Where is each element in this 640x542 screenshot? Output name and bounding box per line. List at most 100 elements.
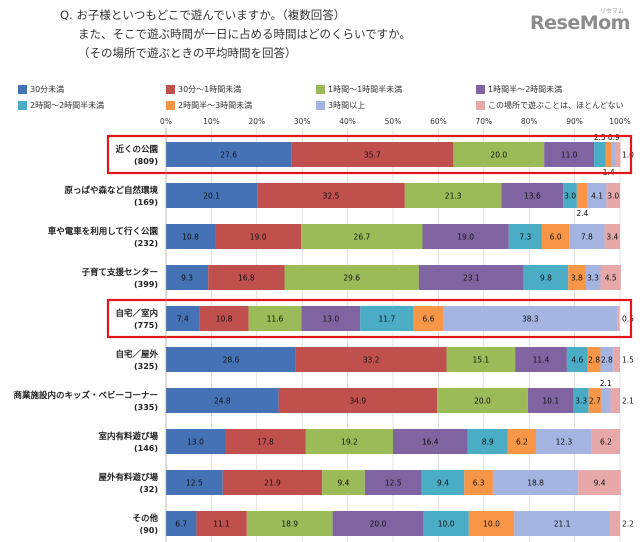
bar-segment xyxy=(578,470,621,495)
bar-segment xyxy=(437,388,528,413)
bar-segment xyxy=(544,142,595,167)
question-text: Q. お子様といつもどこで遊んでいますか。（複数回答） また、そこで遊ぶ時間が一… xyxy=(60,6,530,63)
data-label: 4.5 xyxy=(605,274,617,283)
bar-segment xyxy=(248,306,302,331)
data-label: 11.4 xyxy=(533,356,550,365)
data-label: 2.2 xyxy=(622,520,634,529)
data-label: 19.2 xyxy=(341,438,358,447)
legend-swatch xyxy=(18,85,27,94)
bar-segment xyxy=(295,347,447,372)
bar-segment xyxy=(527,388,574,413)
bar-segment xyxy=(301,306,361,331)
data-label: 2.7 xyxy=(589,397,601,406)
x-tick-label: 80% xyxy=(521,117,538,126)
data-label: 10.8 xyxy=(182,233,199,242)
data-label: 3.8 xyxy=(571,274,583,283)
data-label: 6.3 xyxy=(473,479,485,488)
data-label: 26.7 xyxy=(354,233,371,242)
bar-segment xyxy=(291,142,454,167)
bar-segment xyxy=(278,388,438,413)
data-label: 2.4 xyxy=(576,209,588,218)
bar-segment xyxy=(563,183,577,208)
bar-segment xyxy=(166,429,226,454)
resemom-logo: ReseMom xyxy=(530,12,630,34)
x-tick-label: 70% xyxy=(475,117,492,126)
bar-segment xyxy=(610,388,620,413)
legend-swatch xyxy=(18,101,27,110)
bar-segment xyxy=(594,142,606,167)
bar-segment xyxy=(301,224,423,249)
bar-segment xyxy=(600,388,611,413)
legend-item: 30分未満 xyxy=(18,84,64,95)
data-label: 6.2 xyxy=(600,438,612,447)
category-label: 屋外有料遊び場 xyxy=(98,472,158,483)
bar-segment xyxy=(585,265,601,290)
data-label: 21.9 xyxy=(264,479,281,488)
category-label: 車や電車を利用して行く公園 xyxy=(48,226,158,237)
data-label: 2.1 xyxy=(600,379,612,388)
bar-segment xyxy=(166,388,279,413)
bar-segment xyxy=(196,511,247,536)
data-label: 11.7 xyxy=(379,315,396,324)
highlight-box xyxy=(106,134,633,175)
legend-swatch xyxy=(166,85,175,94)
data-label: 15.1 xyxy=(472,356,489,365)
bar-segment xyxy=(604,224,620,249)
bar-segment xyxy=(166,142,292,167)
legend-swatch xyxy=(166,101,175,110)
bar-segment xyxy=(199,306,249,331)
legend-item: 30分～1時間未満 xyxy=(166,84,241,95)
x-tick-label: 30% xyxy=(294,117,311,126)
data-label: 35.7 xyxy=(364,151,381,160)
data-label: 20.0 xyxy=(370,520,387,529)
legend-label: この場所で遊ぶことは、ほとんどない xyxy=(488,101,624,110)
x-tick-label: 60% xyxy=(430,117,447,126)
bar-segment xyxy=(421,470,465,495)
data-label: 0.9 xyxy=(608,133,620,142)
data-label: 29.6 xyxy=(343,274,360,283)
bar-segment xyxy=(576,183,588,208)
data-label: 11.1 xyxy=(213,520,230,529)
category-label: 自宅／屋外 xyxy=(115,349,158,360)
data-label: 2.5 xyxy=(594,133,606,142)
data-label: 20.0 xyxy=(474,397,491,406)
data-label: 3.0 xyxy=(564,192,576,201)
highlight-box xyxy=(106,298,633,339)
legend-item: 2時間半～3時間未満 xyxy=(166,100,252,111)
bar-segment xyxy=(215,224,302,249)
data-label: 17.8 xyxy=(257,438,274,447)
bar-segment xyxy=(569,224,605,249)
legend-label: 3時間以上 xyxy=(328,101,366,110)
bar-segment xyxy=(613,347,620,372)
x-tick-label: 90% xyxy=(566,117,583,126)
question-line-2: また、そこで遊ぶ時間が一日に占める時間はどのくらいですか。 xyxy=(78,27,411,41)
data-label: 10.1 xyxy=(542,397,559,406)
legend-item: 1時間半～2時間未満 xyxy=(476,84,562,95)
bar-segment xyxy=(322,470,365,495)
legend-label: 30分未満 xyxy=(30,85,65,94)
bar-segment xyxy=(443,306,618,331)
data-label: 10.8 xyxy=(216,315,233,324)
x-tick-label: 0% xyxy=(160,117,172,126)
question-line-1: Q. お子様といつもどこで遊んでいますか。（複数回答） xyxy=(60,8,346,22)
category-label: 子育て支援センター xyxy=(81,267,158,278)
x-tick-label: 40% xyxy=(339,117,356,126)
bar-segment xyxy=(166,306,200,331)
category-count: (775) xyxy=(134,321,158,330)
data-label: 32.5 xyxy=(323,192,340,201)
bar-segment xyxy=(305,429,393,454)
legend-swatch xyxy=(476,85,485,94)
bar-segment xyxy=(166,224,216,249)
data-label: 23.1 xyxy=(463,274,480,283)
data-label: 13.0 xyxy=(322,315,339,324)
data-label: 16.8 xyxy=(238,274,255,283)
bar-segment xyxy=(566,347,588,372)
data-label: 21.3 xyxy=(445,192,462,201)
category-label: 近くの公園 xyxy=(115,144,158,155)
bar-segment xyxy=(587,347,601,372)
data-label: 16.4 xyxy=(422,438,439,447)
data-label: 6.0 xyxy=(550,233,562,242)
bar-segment xyxy=(423,511,469,536)
bar-segment xyxy=(515,347,567,372)
